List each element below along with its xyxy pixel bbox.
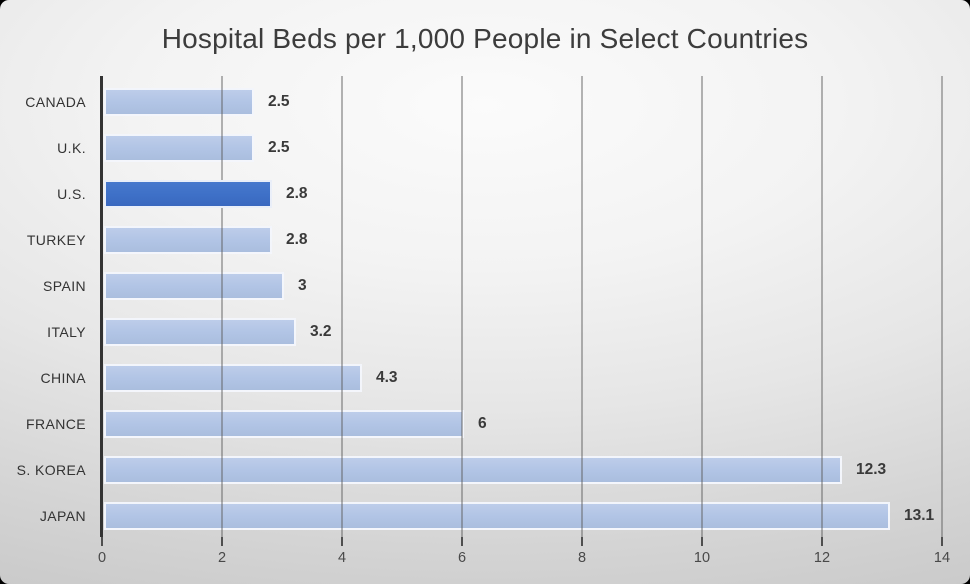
axis-tick-14 (941, 537, 943, 546)
gridline-x-10 (701, 76, 703, 537)
value-label-china: 4.3 (376, 369, 398, 386)
category-label-france: FRANCE (26, 416, 86, 432)
value-label-turkey: 2.8 (286, 231, 308, 248)
bar-u-s (104, 180, 272, 208)
bar-turkey (104, 226, 272, 254)
axis-tick-label-14: 14 (933, 550, 951, 566)
value-label-canada: 2.5 (268, 93, 290, 110)
axis-tick-label-4: 4 (337, 550, 347, 566)
category-label-canada: CANADA (25, 94, 86, 110)
gridline-x-8 (581, 76, 583, 537)
value-label-spain: 3 (298, 277, 307, 294)
category-label-u-k: U.K. (57, 140, 86, 156)
bar-u-k (104, 134, 254, 162)
category-axis-line (100, 76, 103, 537)
bar-italy (104, 318, 296, 346)
chart-title: Hospital Beds per 1,000 People in Select… (161, 23, 809, 54)
axis-tick-2 (221, 537, 223, 546)
value-label-italy: 3.2 (310, 323, 332, 340)
axis-tick-label-6: 6 (457, 550, 467, 566)
value-label-u-s: 2.8 (286, 185, 308, 202)
category-label-s-korea: S. KOREA (16, 462, 86, 478)
category-label-u-s: U.S. (57, 186, 86, 202)
value-label-s-korea: 12.3 (856, 461, 887, 478)
bar-spain (104, 272, 284, 300)
axis-tick-label-8: 8 (577, 550, 587, 566)
axis-tick-8 (581, 537, 583, 546)
gridline-x-4 (341, 76, 343, 537)
gridline-x-2 (221, 76, 223, 537)
gridline-x-6 (461, 76, 463, 537)
category-label-japan: JAPAN (39, 508, 86, 524)
plot-area: 2.5 2.5 2.8 2.8 3 3.2 4.3 6 12.3 13.1 (100, 76, 943, 537)
value-label-u-k: 2.5 (268, 139, 290, 156)
gridline-x-12 (821, 76, 823, 537)
axis-tick-10 (701, 537, 703, 546)
axis-tick-12 (821, 537, 823, 546)
gridline-x-14 (941, 76, 943, 537)
category-label-turkey: TURKEY (26, 232, 86, 248)
axis-tick-4 (341, 537, 343, 546)
category-label-italy: ITALY (47, 324, 86, 340)
bar-china (104, 364, 362, 392)
axis-tick-label-10: 10 (693, 550, 711, 566)
axis-tick-0 (101, 537, 103, 546)
category-label-china: CHINA (40, 370, 86, 386)
value-label-france: 6 (478, 415, 487, 432)
axis-tick-6 (461, 537, 463, 546)
value-label-japan: 13.1 (904, 507, 935, 524)
category-label-spain: SPAIN (43, 278, 86, 294)
bar-canada (104, 88, 254, 116)
bar-s-korea (104, 456, 842, 484)
axis-tick-label-2: 2 (217, 550, 227, 566)
axis-tick-label-0: 0 (97, 550, 107, 566)
bar-france (104, 410, 464, 438)
bar-japan (104, 502, 890, 530)
axis-tick-label-12: 12 (813, 550, 831, 566)
